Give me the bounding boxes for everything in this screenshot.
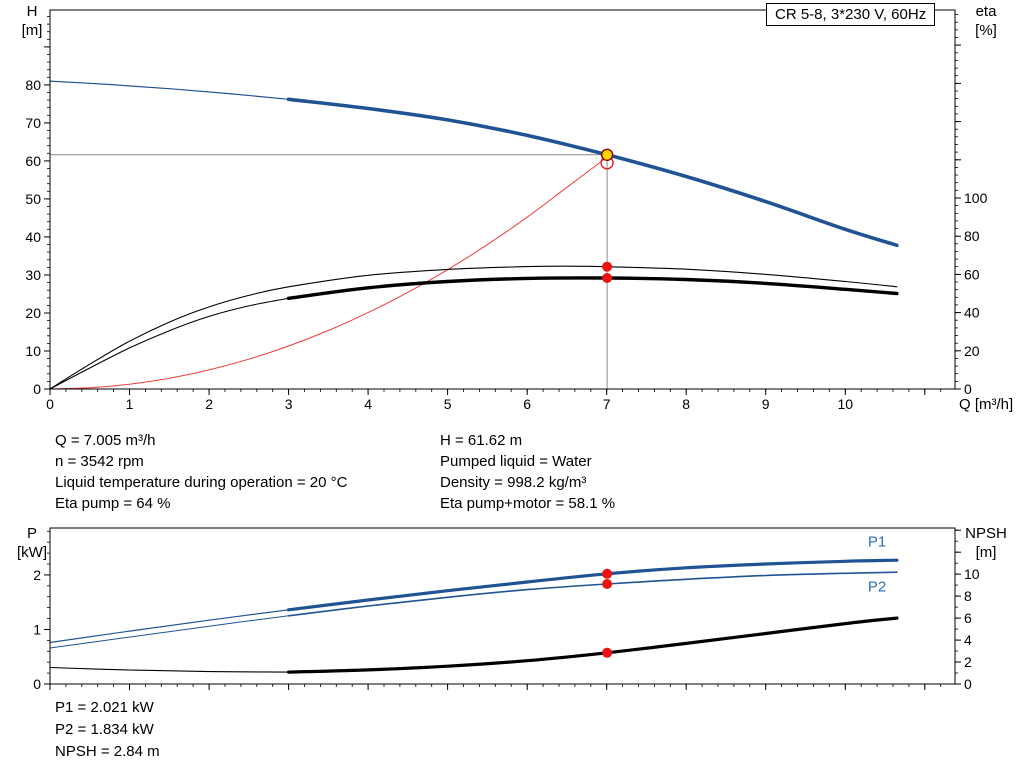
right-tick-label: 0 [964, 676, 972, 692]
head-curve-lead [49, 80, 290, 100]
x-tick-label: 9 [762, 396, 770, 412]
right-tick-label: 40 [964, 305, 980, 321]
left-tick-label: 10 [25, 343, 41, 359]
p1-label: P1 [868, 534, 886, 551]
left-tick-label: 0 [33, 381, 41, 397]
eta-pump-motor-point [602, 273, 613, 283]
power-results-block: P1 = 2.021 kW P2 = 1.834 kW NPSH = 2.84 … [55, 697, 160, 763]
system-curve [49, 156, 608, 390]
result-head: H = 61.62 m [440, 432, 523, 449]
right-tick-label: 2 [964, 654, 972, 670]
right-tick-label: 6 [964, 610, 972, 626]
right-tick-label: 60 [964, 266, 980, 282]
left-tick-label: 40 [25, 229, 41, 245]
x-tick-label: 6 [523, 396, 531, 412]
right-tick-label: 80 [964, 228, 980, 244]
x-tick-label: 8 [682, 396, 690, 412]
p1-point [602, 568, 613, 579]
left-axis-title: H [27, 3, 38, 20]
result-pumped-liquid: Pumped liquid = Water [440, 453, 592, 470]
result-p2: P2 = 1.834 kW [55, 721, 154, 738]
right-tick-label: 100 [964, 190, 988, 206]
result-npsh: NPSH = 2.84 m [55, 743, 160, 760]
x-tick-label: 4 [364, 396, 372, 412]
p2-curve [287, 571, 898, 617]
p1-curve-lead [49, 609, 290, 644]
x-tick-label: 3 [285, 396, 293, 412]
result-p1: P1 = 2.021 kW [55, 699, 154, 716]
left-tick-label: 20 [25, 305, 41, 321]
right-tick-label: 8 [964, 588, 972, 604]
eta-pump-curve [49, 265, 898, 390]
p2-curve-lead [49, 615, 290, 649]
right-tick-label: 4 [964, 632, 972, 648]
power-npsh-chart: 0 1 2 P [kW] 0 2 4 6 8 10 NPSH [m] P1 P2 [17, 525, 1007, 692]
result-speed: n = 3542 rpm [55, 453, 144, 470]
result-eta-pump: Eta pump = 64 % [55, 495, 171, 512]
plot-frame [49, 527, 956, 685]
left-tick-label: 30 [25, 267, 41, 283]
right-axis-title: [m] [976, 544, 997, 561]
right-axis-title: NPSH [965, 525, 1007, 542]
right-axis-title: eta [976, 3, 998, 20]
eta-pump-motor-lead [49, 297, 290, 390]
x-tick-label: 7 [603, 396, 611, 412]
head-efficiency-chart: 0 1 2 3 4 5 6 7 8 9 10 Q [m³/h]01020304050607080H[m… [22, 3, 1014, 413]
x-tick-label: 2 [205, 396, 213, 412]
eta-pump-motor-curve [286, 276, 899, 300]
result-density: Density = 998.2 kg/m³ [440, 474, 587, 491]
left-tick-label: 0 [33, 676, 41, 692]
result-eta-pump-motor: Eta pump+motor = 58.1 % [440, 495, 616, 512]
npsh-curve-lead [49, 666, 290, 673]
left-tick-label: 60 [25, 153, 41, 169]
right-tick-label: 0 [964, 381, 972, 397]
duty-results-column-1: Q = 7.005 m³/h n = 3542 rpm Liquid tempe… [55, 430, 347, 514]
left-tick-label: 50 [25, 191, 41, 207]
left-tick-label: 2 [33, 567, 41, 583]
x-tick-label: 0 [46, 396, 54, 412]
result-flow: Q = 7.005 m³/h [55, 432, 156, 449]
duty-point[interactable] [600, 148, 614, 162]
duty-results-column-2: H = 61.62 m Pumped liquid = Water Densit… [440, 430, 615, 514]
left-tick-label: 70 [25, 115, 41, 131]
x-axis-title: Q [m³/h] [959, 396, 1013, 413]
right-tick-label: 10 [964, 566, 980, 582]
p2-label: P2 [868, 578, 886, 595]
pump-title-box: CR 5-8, 3*230 V, 60Hz [766, 3, 936, 26]
left-tick-label: 80 [25, 77, 41, 93]
p2-point [602, 579, 613, 589]
result-liquid-temperature: Liquid temperature during operation = 20… [55, 474, 348, 491]
npsh-curve [287, 616, 899, 674]
eta-pump-point [602, 261, 613, 272]
right-axis-title: [%] [975, 22, 997, 39]
x-tick-label: 5 [444, 396, 452, 412]
left-axis-title: P [27, 525, 37, 542]
right-tick-label: 20 [964, 343, 980, 359]
left-axis-title: [m] [22, 22, 43, 39]
left-tick-label: 1 [33, 622, 41, 638]
x-tick-label: 1 [126, 396, 134, 412]
npsh-point [602, 647, 613, 658]
left-axis-title: [kW] [17, 544, 47, 561]
x-tick-label: 10 [838, 396, 854, 412]
plot-frame [49, 9, 956, 390]
head-curve [286, 97, 899, 248]
